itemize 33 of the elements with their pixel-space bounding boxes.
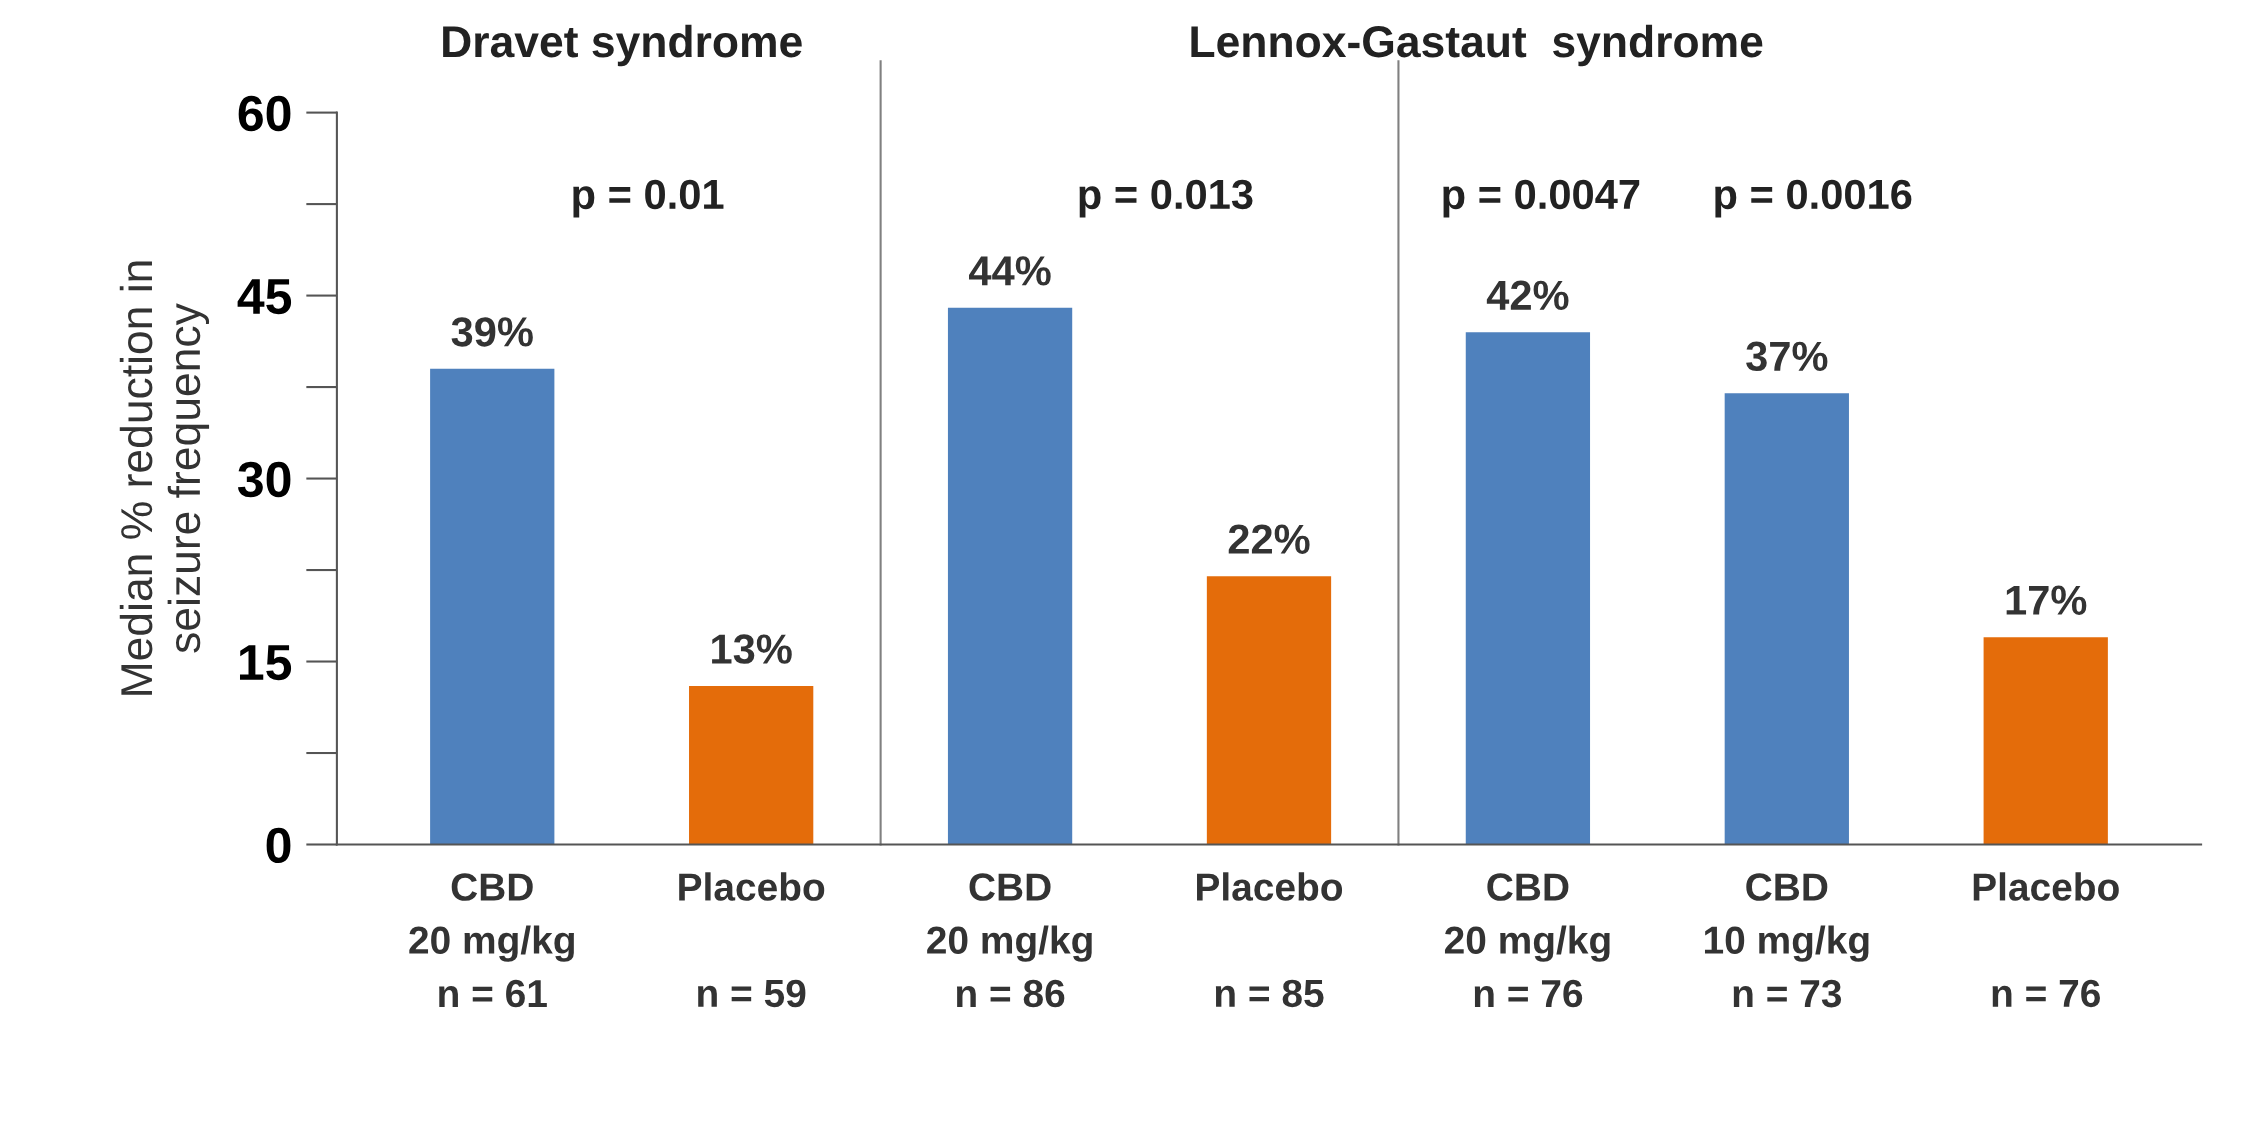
x-tick-label: CBD 10 mg/kg n = 73: [1704, 873, 1869, 1008]
bar: [1206, 576, 1332, 845]
category-label: Placebo n = 85: [1197, 872, 1343, 1008]
data-label: 13%: [712, 634, 792, 664]
data-label: 42%: [1486, 280, 1569, 310]
y-tick-label: 0: [266, 827, 291, 864]
x-tick-label: CBD 20 mg/kg n = 61: [409, 873, 574, 1008]
bar: [1465, 332, 1591, 845]
annotation: p = 0.0047: [1443, 179, 1640, 218]
annotation: p = 0.013: [1079, 179, 1253, 218]
y-tick-label: 30: [237, 461, 291, 498]
x-tick-label: CBD 20 mg/kg n = 76: [1444, 873, 1610, 1008]
data-label: 22%: [1228, 524, 1310, 554]
bar: [1983, 637, 2108, 845]
data-label: 39%: [451, 317, 533, 347]
data-label: 17%: [2006, 585, 2087, 615]
data-label: 37%: [1746, 341, 1828, 372]
annotation: p = 0.01: [573, 179, 724, 218]
text: Dravet syndrome: [443, 24, 802, 67]
text: Lennox-Gastaut syndrome: [1191, 24, 1763, 67]
y-axis-title: Median % reduction in seizure frequency: [119, 261, 210, 695]
category-label: Placebo n = 76: [1973, 872, 2119, 1008]
category-label: Placebo n = 59: [679, 872, 825, 1008]
bar: [430, 368, 555, 845]
data-label: 44%: [969, 256, 1051, 286]
x-tick-label: CBD 20 mg/kg n = 86: [927, 873, 1092, 1008]
annotation: p = 0.0016: [1715, 179, 1912, 218]
y-tick-label: 15: [239, 645, 292, 681]
y-tick-label: 45: [237, 279, 292, 315]
y-tick-label: 60: [238, 95, 291, 132]
bar: [689, 685, 814, 845]
bar: [1724, 393, 1849, 845]
bar: [947, 307, 1073, 845]
